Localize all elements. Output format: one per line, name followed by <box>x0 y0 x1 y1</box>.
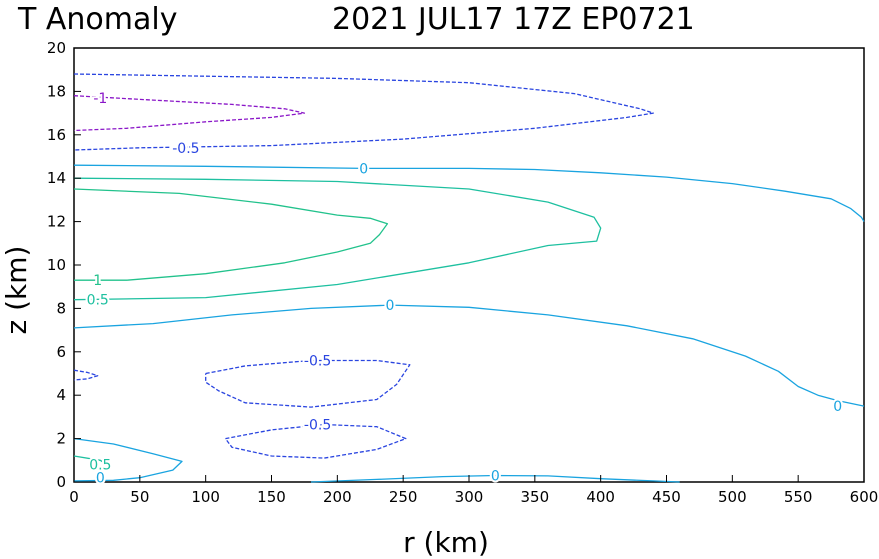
y-tick-label: 18 <box>47 82 66 100</box>
y-axis-ticks: 0 2 4 6 8 10 12 14 16 18 20 <box>47 39 81 491</box>
contour-line-3 <box>73 177 602 301</box>
x-axis-ticks: 0 50 100 150 200 250 300 350 400 450 500 550 600 <box>69 475 878 506</box>
x-tick-label: 250 <box>389 488 418 506</box>
y-tick-label: 14 <box>47 169 66 187</box>
plot-frame <box>73 47 865 483</box>
contour-line-11 <box>310 474 680 483</box>
contour-label: 0 <box>359 161 368 177</box>
y-tick-label: 12 <box>47 213 66 231</box>
contour-label: 0 <box>96 471 105 487</box>
contour-label: 0.5 <box>87 293 109 309</box>
x-tick-label: 550 <box>784 488 813 506</box>
y-axis-label: z (km) <box>0 246 33 335</box>
contour-lines <box>73 73 865 483</box>
x-tick-label: 300 <box>455 488 484 506</box>
contour-line-0 <box>73 95 306 132</box>
x-tick-label: 350 <box>521 488 550 506</box>
contour-label: 1 <box>93 273 102 289</box>
x-tick-label: 100 <box>191 488 220 506</box>
contour-label: -0.5 <box>172 141 199 157</box>
x-tick-label: 50 <box>130 488 149 506</box>
y-tick-label: 6 <box>56 343 66 361</box>
contour-line-6 <box>205 359 411 408</box>
contour-label: 0 <box>491 468 500 484</box>
contour-line-1 <box>73 73 654 151</box>
contour-line-4 <box>73 188 389 281</box>
x-tick-label: 0 <box>69 488 79 506</box>
y-tick-label: 16 <box>47 126 66 144</box>
x-tick-label: 200 <box>323 488 352 506</box>
y-tick-label: 20 <box>47 39 66 57</box>
contour-label: -0.5 <box>304 353 331 369</box>
chart-title-right: 2021 JUL17 17Z EP0721 <box>332 2 695 37</box>
x-tick-label: 400 <box>586 488 615 506</box>
y-tick-label: 10 <box>47 256 66 274</box>
contour-label: 0.5 <box>89 458 111 474</box>
contour-label: -0.5 <box>304 417 331 433</box>
x-axis-label: r (km) <box>403 526 489 559</box>
contour-line-7 <box>224 423 407 459</box>
x-tick-label: 450 <box>652 488 681 506</box>
x-tick-label: 150 <box>257 488 286 506</box>
y-tick-label: 8 <box>56 299 66 317</box>
y-tick-label: 4 <box>56 386 66 404</box>
contour-line-9 <box>73 437 183 482</box>
contour-label: -1 <box>93 91 107 107</box>
contour-line-10 <box>73 455 108 466</box>
contour-line-8 <box>73 369 99 381</box>
y-tick-label: 2 <box>56 430 66 448</box>
x-tick-label: 600 <box>850 488 879 506</box>
contour-label: 0 <box>833 399 842 415</box>
y-tick-label: 0 <box>56 473 66 491</box>
chart-title-left: T Anomaly <box>17 2 177 37</box>
contour-line-2 <box>73 164 865 222</box>
contour-label: 0 <box>386 298 395 314</box>
contour-line-5 <box>73 304 865 407</box>
x-tick-label: 500 <box>718 488 747 506</box>
